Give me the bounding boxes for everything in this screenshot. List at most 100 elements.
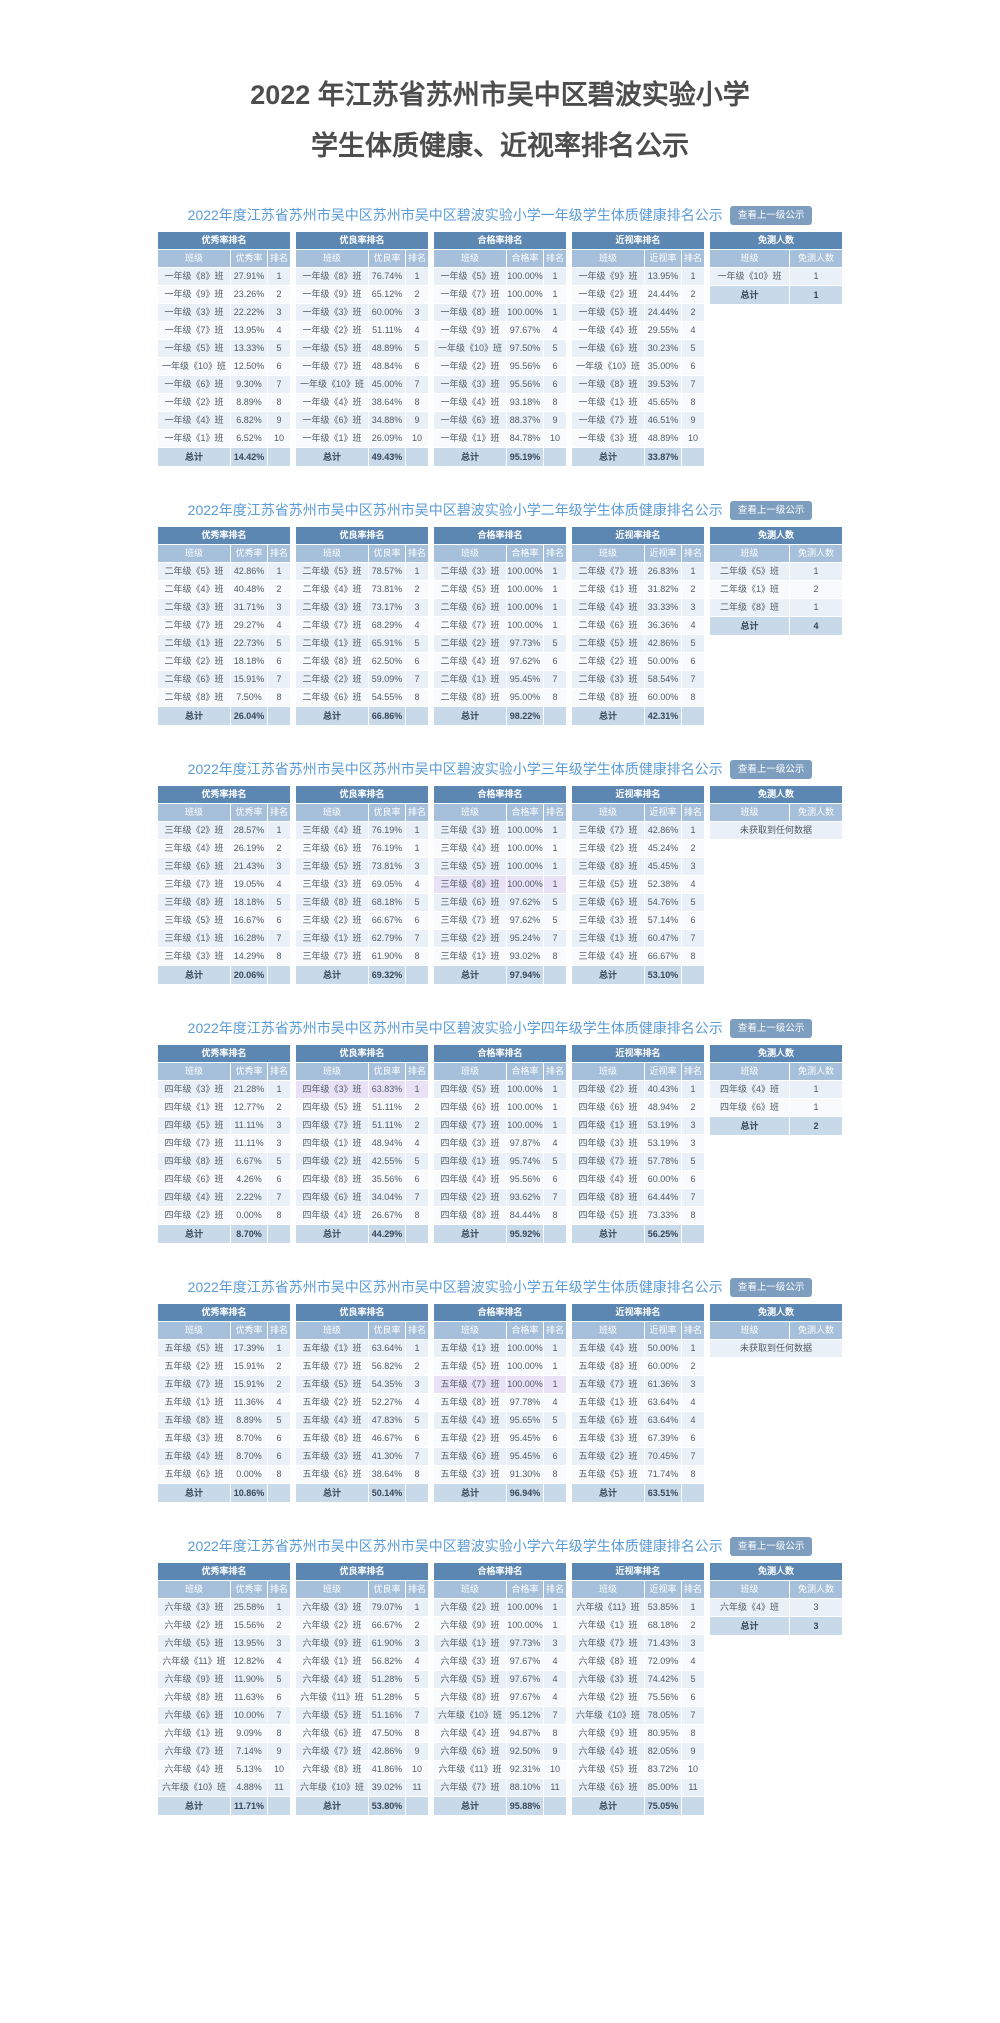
table-row: 五年级《7》班 15.91% 2 [158, 1376, 290, 1393]
table-row: 四年级《7》班 51.11% 2 [296, 1117, 428, 1134]
view-parent-announcement-button[interactable]: 查看上一级公示 [729, 1277, 813, 1297]
total-rank-empty [406, 1225, 428, 1243]
cell-rank: 7 [544, 1189, 566, 1206]
cell-rate: 56.82% [369, 1358, 405, 1375]
class-column-header: 班级 [710, 804, 789, 821]
table-row: 一年级《2》班 95.56% 6 [434, 358, 566, 375]
cell-rank: 3 [682, 1376, 704, 1393]
view-parent-announcement-button[interactable]: 查看上一级公示 [729, 759, 813, 779]
cell-rank: 1 [682, 822, 704, 839]
grade-section: 2022年度江苏省苏州市吴中区苏州市吴中区碧波实验小学一年级学生体质健康排名公示… [158, 205, 842, 467]
view-parent-announcement-button[interactable]: 查看上一级公示 [729, 1536, 813, 1556]
total-rank-empty [268, 966, 290, 984]
table-row: 四年级《3》班 53.19% 3 [572, 1135, 704, 1152]
cell-rate: 100.00% [507, 268, 543, 285]
column-header-row: 班级 近视率 排名 [572, 1063, 704, 1080]
total-label: 总计 [158, 448, 230, 466]
table-title: 近视率排名 [572, 527, 704, 544]
cell-class: 三年级《3》班 [572, 912, 644, 929]
view-parent-announcement-button[interactable]: 查看上一级公示 [729, 500, 813, 520]
grade-section: 2022年度江苏省苏州市吴中区苏州市吴中区碧波实验小学二年级学生体质健康排名公示… [158, 500, 842, 726]
cell-rate: 11.90% [231, 1671, 267, 1688]
table-title: 合格率排名 [434, 232, 566, 249]
cell-rate: 97.67% [507, 322, 543, 339]
total-label: 总计 [572, 966, 644, 984]
cell-rate: 38.64% [369, 394, 405, 411]
table-row: 一年级《7》班 13.95% 4 [158, 322, 290, 339]
cell-rate: 13.95% [231, 1635, 267, 1652]
cell-class: 二年级《2》班 [158, 653, 230, 670]
table-row: 一年级《9》班 97.67% 4 [434, 322, 566, 339]
cell-class: 二年级《5》班 [572, 635, 644, 652]
table-row: 二年级《1》班 95.45% 7 [434, 671, 566, 688]
class-column-header: 班级 [710, 250, 789, 267]
cell-class: 二年级《8》班 [158, 689, 230, 706]
table-row: 二年级《5》班 42.86% 5 [572, 635, 704, 652]
class-column-header: 班级 [572, 804, 644, 821]
cell-rate: 97.50% [507, 340, 543, 357]
cell-rate: 46.67% [369, 1430, 405, 1447]
cell-rank: 8 [406, 394, 428, 411]
ranking-table: 优秀率排名 班级 优秀率 排名 六年级《3》班 25.58% 1 六年级《2》班… [158, 1563, 290, 1816]
cell-rank: 8 [682, 689, 704, 706]
view-parent-announcement-button[interactable]: 查看上一级公示 [729, 205, 813, 225]
cell-class: 四年级《2》班 [572, 1081, 644, 1098]
total-rank-empty [544, 1797, 566, 1815]
cell-rank: 3 [268, 1635, 290, 1652]
view-parent-announcement-button[interactable]: 查看上一级公示 [729, 1018, 813, 1038]
cell-rank: 6 [544, 1430, 566, 1447]
cell-class: 五年级《4》班 [158, 1448, 230, 1465]
cell-class: 四年级《8》班 [572, 1189, 644, 1206]
cell-class: 六年级《9》班 [572, 1725, 644, 1742]
table-body: 三年级《3》班 100.00% 1 三年级《4》班 100.00% 1 三年级《… [434, 822, 566, 965]
cell-class: 五年级《5》班 [158, 1340, 230, 1357]
cell-rate: 74.42% [645, 1671, 681, 1688]
cell-rate: 11.36% [231, 1394, 267, 1411]
table-row: 二年级《8》班 95.00% 8 [434, 689, 566, 706]
cell-rate: 11.11% [231, 1117, 267, 1134]
rate-column-header: 优秀率 [231, 545, 267, 562]
cell-class: 一年级《9》班 [572, 268, 644, 285]
cell-rank: 1 [544, 858, 566, 875]
cell-rank: 7 [682, 1189, 704, 1206]
ranking-table: 合格率排名 班级 合格率 排名 六年级《2》班 100.00% 1 六年级《9》… [434, 1563, 566, 1816]
cell-class: 四年级《7》班 [296, 1117, 368, 1134]
cell-rank: 4 [406, 322, 428, 339]
total-row: 总计 42.31% [572, 707, 704, 725]
table-title: 优秀率排名 [158, 1045, 290, 1062]
cell-class: 六年级《6》班 [572, 1779, 644, 1796]
cell-rank: 1 [544, 286, 566, 303]
cell-rank: 1 [682, 1340, 704, 1357]
exempt-table-body: 未获取到任何数据 [710, 822, 842, 839]
table-title: 优良率排名 [296, 1563, 428, 1580]
cell-rate: 97.62% [507, 653, 543, 670]
exempt-table: 免测人数 班级 免测人数 四年级《4》班 1 四年级《6》班 1 总计 2 [710, 1045, 842, 1136]
no-data-row: 未获取到任何数据 [710, 822, 842, 839]
cell-rate: 64.44% [645, 1189, 681, 1206]
table-row: 六年级《6》班 10.00% 7 [158, 1707, 290, 1724]
cell-class: 四年级《3》班 [434, 1135, 506, 1152]
total-rank-empty [544, 707, 566, 725]
cell-class: 三年级《1》班 [296, 930, 368, 947]
cell-rate: 45.00% [369, 376, 405, 393]
cell-rank: 7 [544, 930, 566, 947]
table-row: 一年级《10》班 45.00% 7 [296, 376, 428, 393]
cell-rate: 100.00% [507, 822, 543, 839]
cell-class: 四年级《6》班 [710, 1099, 789, 1116]
table-body: 二年级《3》班 100.00% 1 二年级《5》班 100.00% 1 二年级《… [434, 563, 566, 706]
table-body: 四年级《5》班 100.00% 1 四年级《6》班 100.00% 1 四年级《… [434, 1081, 566, 1224]
cell-class: 六年级《11》班 [434, 1761, 506, 1778]
cell-rank: 6 [682, 358, 704, 375]
table-row: 四年级《2》班 40.43% 1 [572, 1081, 704, 1098]
cell-rank: 6 [544, 1171, 566, 1188]
cell-rate: 95.00% [507, 689, 543, 706]
exempt-count-column-header: 免测人数 [790, 545, 842, 562]
table-row: 四年级《6》班 34.04% 7 [296, 1189, 428, 1206]
cell-rank: 5 [268, 340, 290, 357]
cell-class: 二年级《8》班 [434, 689, 506, 706]
total-value: 63.51% [645, 1484, 681, 1502]
table-row: 一年级《5》班 24.44% 2 [572, 304, 704, 321]
page-title: 2022 年江苏省苏州市吴中区碧波实验小学 学生体质健康、近视率排名公示 [158, 70, 842, 172]
page-content: 2022 年江苏省苏州市吴中区碧波实验小学 学生体质健康、近视率排名公示 202… [158, 70, 842, 1816]
table-row: 六年级《1》班 56.82% 4 [296, 1653, 428, 1670]
